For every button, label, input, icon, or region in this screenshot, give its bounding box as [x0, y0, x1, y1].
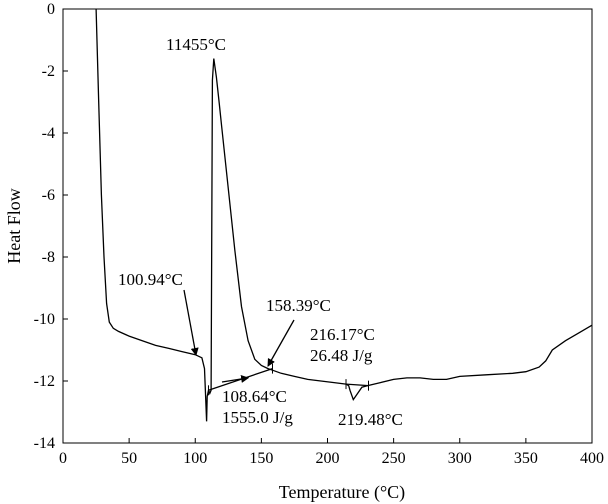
y-tick-label: -14	[34, 435, 55, 452]
annotation-onset-100-arrow	[183, 289, 199, 356]
heat-flow-curve	[95, 8, 593, 422]
y-axis-ticks: 0 -2 -4 -6 -8 -10 -12 -14	[34, 1, 68, 452]
x-tick-label: 300	[448, 450, 472, 467]
annotation-line: 216.17°C	[310, 325, 375, 344]
annotation-line: 1555.0 J/g	[222, 408, 293, 427]
y-axis-label: Heat Flow	[4, 188, 24, 264]
x-axis-ticks: 0 50 100 150 200 250 300 350 400	[59, 438, 604, 467]
annotation-line: 26.48 J/g	[310, 346, 373, 365]
y-tick-label: -4	[42, 125, 55, 142]
y-tick-label: -6	[42, 187, 55, 204]
x-tick-label: 150	[249, 450, 273, 467]
annotation-onset-100: 100.94°C	[118, 270, 183, 289]
x-tick-label: 50	[121, 450, 137, 467]
y-tick-label: -12	[34, 373, 55, 390]
y-tick-label: -8	[42, 249, 55, 266]
annotation-enthalpy-108: 108.64°C 1555.0 J/g	[222, 387, 293, 427]
x-tick-label: 350	[514, 450, 538, 467]
x-tick-label: 100	[183, 450, 207, 467]
x-tick-label: 200	[316, 450, 340, 467]
annotation-end-158-arrow	[267, 319, 295, 367]
annotation-enthalpy-216: 216.17°C 26.48 J/g	[310, 325, 375, 365]
x-tick-label: 0	[59, 450, 67, 467]
y-tick-label: 0	[47, 1, 55, 18]
annotation-enthalpy-108-arrow	[221, 375, 250, 383]
baseline-segment	[345, 383, 369, 387]
x-axis-label: Temperature (°C)	[279, 482, 405, 503]
y-tick-label: -2	[42, 63, 55, 80]
x-tick-label: 400	[580, 450, 604, 467]
annotation-peak-219: 219.48°C	[338, 410, 403, 429]
annotation-line: 108.64°C	[222, 387, 287, 406]
annotation-peak-114: 11455°C	[166, 35, 226, 54]
plot-area-frame	[62, 8, 593, 444]
annotation-end-158: 158.39°C	[266, 296, 331, 315]
y-tick-label: -10	[34, 311, 55, 328]
x-tick-label: 250	[382, 450, 406, 467]
